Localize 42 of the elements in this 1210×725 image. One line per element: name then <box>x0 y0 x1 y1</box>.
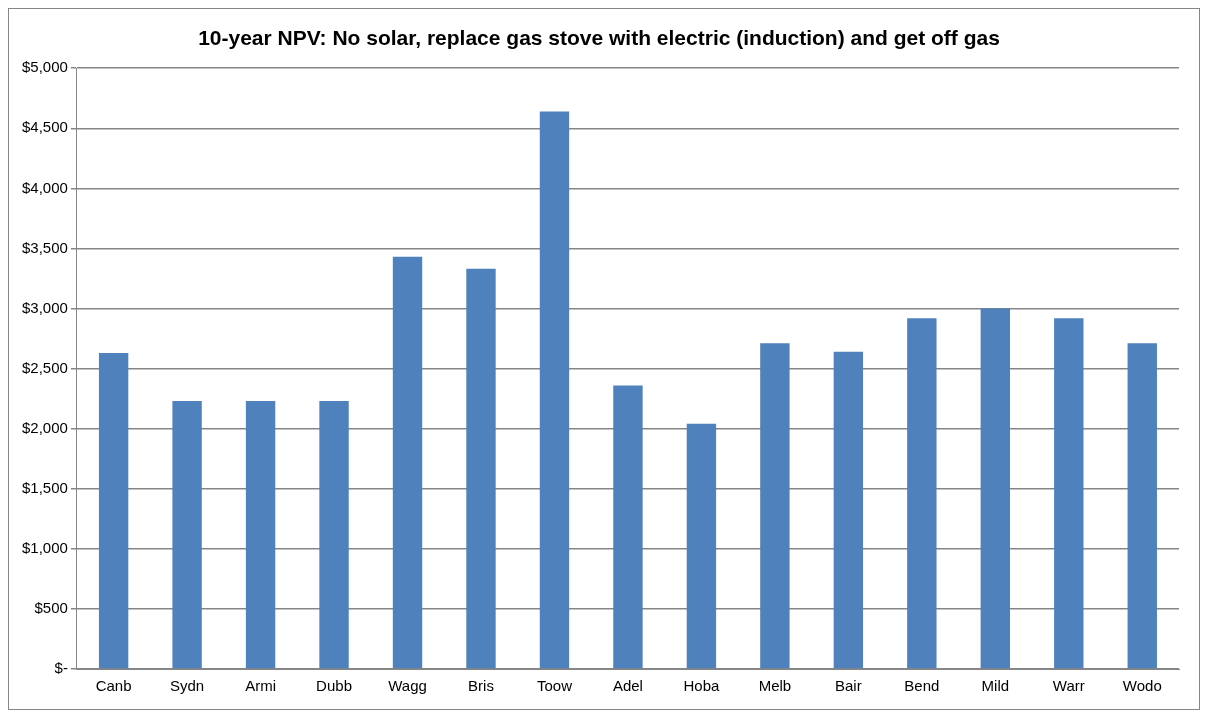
y-tick-label: $- <box>54 659 68 677</box>
x-tick-label: Hoba <box>683 677 720 695</box>
x-tick-label: Mild <box>981 677 1010 695</box>
x-tick-label: Warr <box>1052 677 1085 695</box>
y-tick-label: $4,500 <box>21 118 68 136</box>
y-tick-label: $3,500 <box>21 238 68 256</box>
x-tick-label: Wagg <box>388 677 427 695</box>
bar <box>98 352 129 669</box>
bar <box>319 401 349 669</box>
bar <box>172 401 202 669</box>
y-tick-label: $3,000 <box>21 298 68 316</box>
x-tick-label: Armi <box>245 677 276 695</box>
y-tick-label: $4,000 <box>21 178 68 196</box>
bar <box>392 256 423 669</box>
bar <box>686 423 717 669</box>
bar <box>1127 343 1157 669</box>
y-tick-label: $2,500 <box>21 358 68 376</box>
x-tick-label: Sydn <box>169 677 205 695</box>
x-tick-label: Dubb <box>316 677 352 695</box>
y-tick-label: $1,500 <box>21 478 68 496</box>
x-tick-label: Toow <box>536 677 573 695</box>
bar <box>1054 318 1084 669</box>
x-tick-label: Wodo <box>1122 677 1162 695</box>
x-tick-label: Bair <box>835 677 862 695</box>
y-tick-label: $500 <box>34 599 68 617</box>
bar <box>466 268 496 669</box>
bar <box>980 308 1011 669</box>
bar <box>833 351 864 669</box>
bar <box>613 385 643 669</box>
x-tick-label: Melb <box>758 677 792 695</box>
x-tick-label: Bris <box>468 677 494 695</box>
y-tick-label: $2,000 <box>21 418 68 436</box>
bar <box>245 401 276 669</box>
bar <box>760 343 790 669</box>
x-tick-label: Canb <box>95 677 132 695</box>
x-tick-label: Adel <box>612 677 643 695</box>
y-tick-label: $5,000 <box>21 58 68 76</box>
chart-title: 10-year NPV: No solar, replace gas stove with electric (induction) and get off gas <box>198 26 1000 50</box>
bar <box>539 111 570 669</box>
y-tick-label: $1,000 <box>21 538 68 556</box>
bar <box>907 318 937 669</box>
x-tick-label: Bend <box>904 677 940 695</box>
